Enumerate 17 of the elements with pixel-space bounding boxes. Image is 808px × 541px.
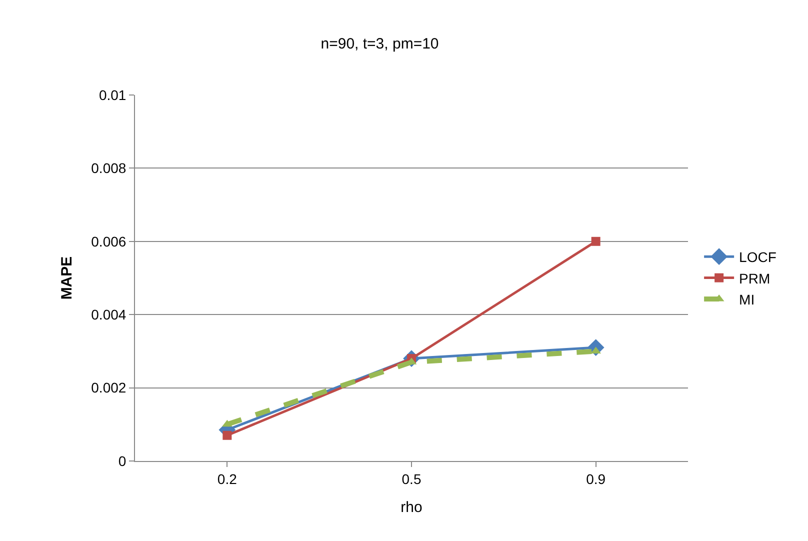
y-tick-label: 0 — [118, 452, 126, 469]
y-tick-label: 0.006 — [91, 233, 126, 250]
legend-label: PRM — [739, 270, 770, 286]
y-tick-label: 0.002 — [91, 380, 126, 396]
legend-label: MI — [739, 291, 755, 308]
y-tick-label: 0.004 — [91, 306, 126, 322]
x-axis-title: rho — [400, 498, 422, 516]
y-axis-title: MAPE — [58, 256, 76, 300]
x-tick-label: 0.2 — [217, 470, 238, 487]
point — [222, 430, 232, 440]
x-tick-label: 0.9 — [586, 470, 606, 487]
chart-title: n=90, t=3, pm=10 — [320, 35, 439, 52]
x-tick-label: 0.5 — [402, 470, 422, 487]
y-tick-label: 0.008 — [91, 160, 126, 176]
legend-label: LOCF — [739, 249, 776, 266]
y-tick-label: 0.01 — [98, 86, 126, 103]
point — [591, 236, 600, 246]
